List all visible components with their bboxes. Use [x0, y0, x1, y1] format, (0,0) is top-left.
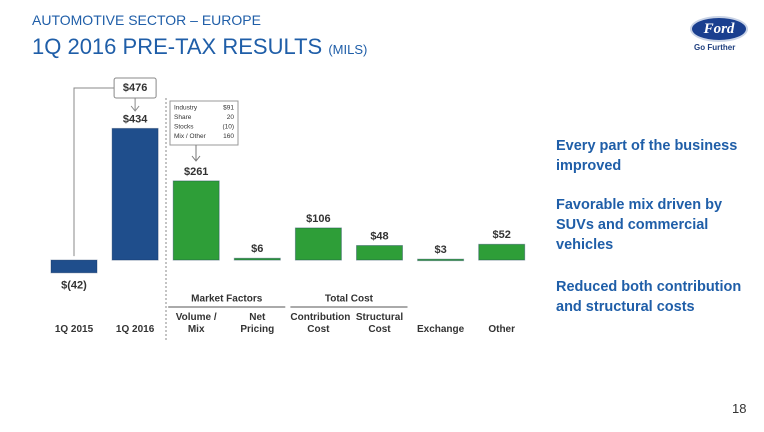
- value-label: $48: [370, 230, 388, 242]
- bar: [172, 180, 220, 261]
- value-label: $261: [184, 166, 208, 178]
- title-row: 1Q 2016 PRE-TAX RESULTS (MILS): [32, 34, 367, 60]
- x-tick-label: Other: [488, 324, 516, 335]
- section-label: AUTOMOTIVE SECTOR – EUROPE: [32, 12, 261, 28]
- x-tick-label: Volume / Mix: [175, 312, 217, 335]
- bar: [233, 257, 281, 261]
- value-label: $(42): [61, 280, 87, 292]
- page-number: 18: [732, 401, 747, 416]
- breakdown-value: (10): [222, 124, 234, 131]
- breakdown-name: Share: [174, 114, 192, 121]
- x-tick-label: Structural Cost: [355, 312, 404, 335]
- bar: [356, 245, 403, 261]
- units: (MILS): [328, 42, 368, 57]
- x-tick-label: Contribution Cost: [290, 312, 351, 335]
- value-label: $434: [123, 113, 148, 125]
- change-bracket: [73, 87, 115, 257]
- value-label: $106: [306, 213, 330, 225]
- x-tick-label: Net Pricing: [240, 312, 275, 335]
- breakdown-value: 20: [227, 114, 235, 121]
- group-label: Total Cost: [325, 294, 374, 305]
- change-arrow-head: [130, 105, 140, 112]
- bullet: Favorable mix driven by SUVs and commerc…: [556, 197, 723, 253]
- breakdown-box: [169, 100, 239, 146]
- x-tick-label: Exchange: [416, 324, 465, 335]
- ford-logo: Ford: [690, 16, 748, 42]
- bar: [478, 243, 526, 261]
- bar: [294, 227, 342, 261]
- slide-title: 1Q 2016 PRE-TAX RESULTS: [32, 34, 323, 59]
- bar: [417, 258, 465, 262]
- breakdown-name: Stocks: [174, 124, 194, 131]
- value-label: $6: [251, 243, 263, 255]
- breakdown-arrow-head: [191, 155, 201, 162]
- bar: [111, 127, 159, 261]
- breakdown-name: Industry: [174, 105, 198, 112]
- change-label: $476: [123, 82, 147, 94]
- breakdown-value: 160: [223, 133, 234, 140]
- value-label: $3: [434, 244, 446, 256]
- x-tick-label: 1Q 2015: [54, 324, 94, 335]
- breakdown-value: $91: [223, 105, 234, 112]
- bullet: Reduced both contribution and structural…: [556, 279, 742, 315]
- bullet: Every part of the business improved: [556, 138, 738, 174]
- bar: [50, 259, 98, 274]
- x-tick-label: 1Q 2016: [115, 324, 155, 335]
- logo-tagline: Go Further: [694, 43, 736, 52]
- value-label: $52: [493, 229, 511, 241]
- breakdown-name: Mix / Other: [174, 133, 207, 140]
- group-label: Market Factors: [191, 294, 263, 305]
